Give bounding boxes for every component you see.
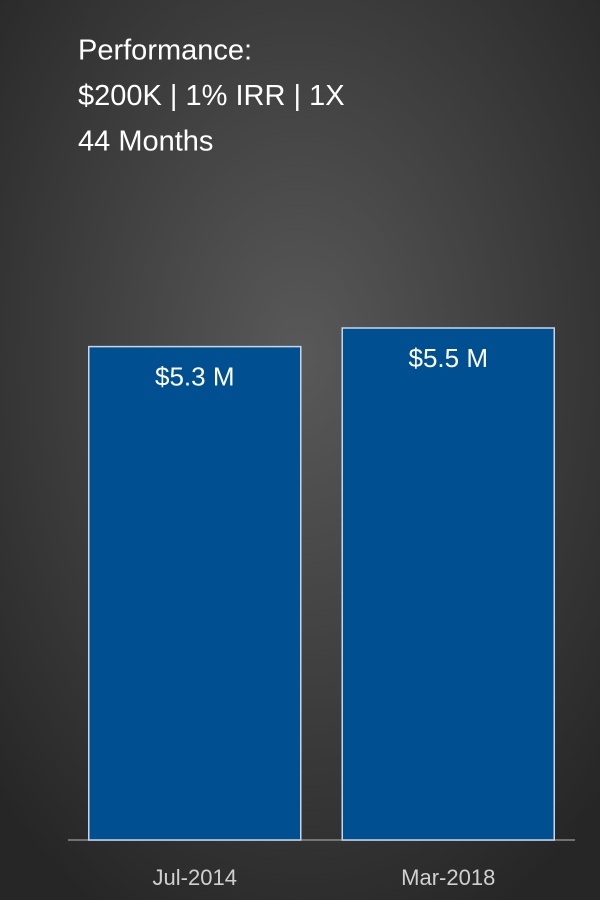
bar <box>341 327 555 841</box>
value-label: $5.3 M <box>155 361 235 391</box>
title-line: 44 Months <box>78 126 213 158</box>
x-tick-label: Mar-2018 <box>401 865 495 890</box>
title-line: Performance: <box>78 35 252 67</box>
x-tick-label: Jul-2014 <box>153 865 237 890</box>
value-label: $5.5 M <box>409 343 489 373</box>
title-line: $200K | 1% IRR | 1X <box>78 80 345 112</box>
bar <box>88 345 302 841</box>
